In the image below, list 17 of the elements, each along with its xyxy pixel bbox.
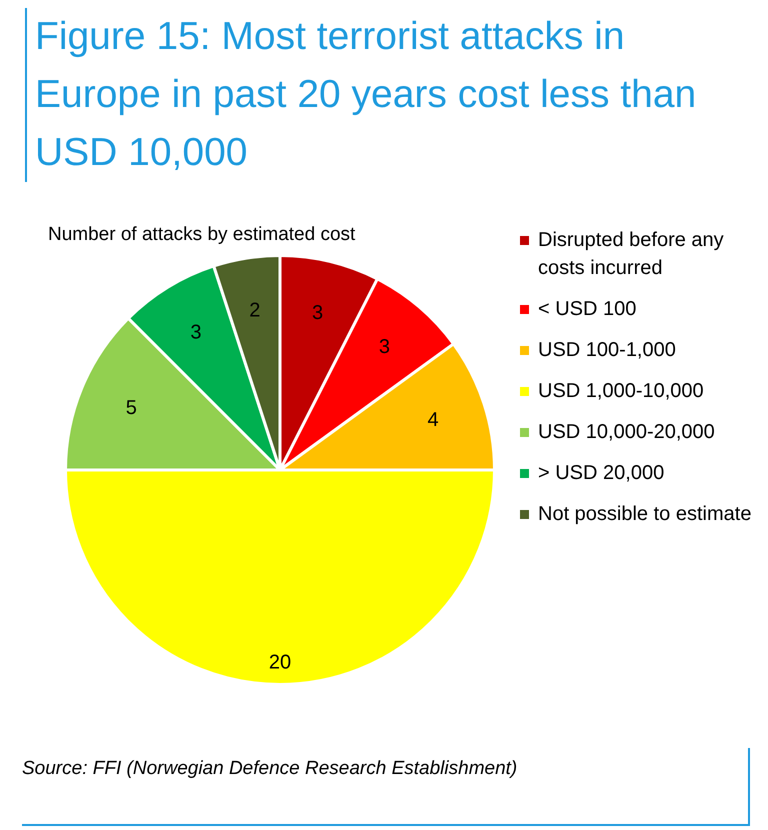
legend-label: < USD 100 <box>538 298 636 320</box>
data-label: 3 <box>378 336 390 358</box>
source-note: Source: FFI (Norwegian Defence Research Establishment) <box>22 748 750 826</box>
data-label: 4 <box>427 408 439 431</box>
legend-label: Not possible to estimate <box>538 503 752 525</box>
data-label: 2 <box>249 300 260 322</box>
legend-label: > USD 20,000 <box>538 462 664 484</box>
data-label: 3 <box>312 302 324 324</box>
data-label: 5 <box>126 396 137 419</box>
data-label: 3 <box>190 321 202 344</box>
chart-title: Figure 15: Most terrorist attacks in Europe in past 20 years cost less than USD 10,000 <box>25 8 735 182</box>
chart-subtitle: Number of attacks by estimated cost <box>48 224 356 246</box>
data-label: 20 <box>268 652 292 674</box>
legend-label: Disrupted before any costs incurred <box>538 229 724 279</box>
legend-label: USD 1,000-10,000 <box>538 380 704 402</box>
legend-label: USD 100-1,000 <box>538 339 676 361</box>
legend-label: USD 10,000-20,000 <box>538 421 715 443</box>
